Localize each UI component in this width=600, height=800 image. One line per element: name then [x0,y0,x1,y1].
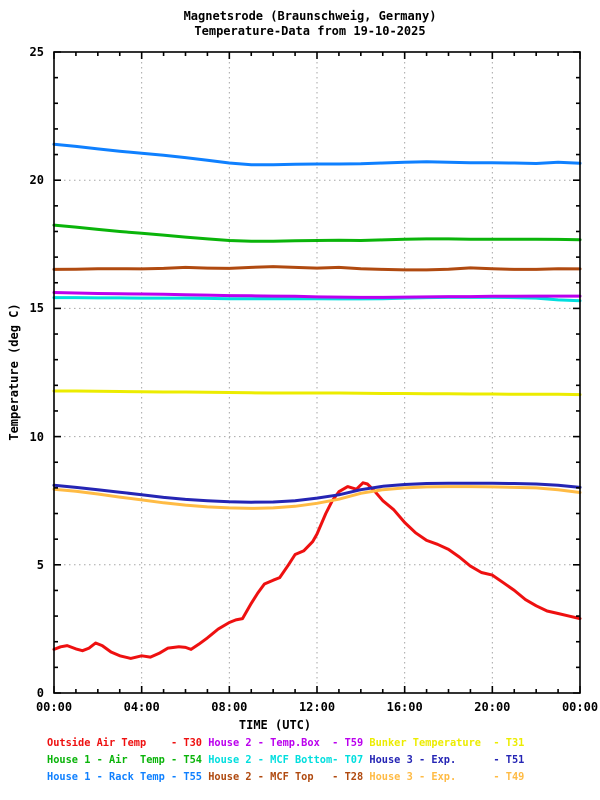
legend-row: House 1 - Rack Temp - T55 House 2 - MCF … [47,769,524,786]
chart-title: Magnetsrode (Braunschweig, Germany) [183,9,437,23]
y-tick-label: 15 [29,301,44,316]
x-tick-label: 08:00 [211,700,248,714]
x-tick-label: 20:00 [474,700,511,714]
x-tick-label: 12:00 [298,700,336,714]
y-tick-label: 10 [29,429,44,444]
legend-item: House 2 - MCF Bottom- T07 [208,754,364,766]
legend-item: House 1 - Rack Temp - T55 [47,771,202,783]
legend-item: House 1 - Air Temp - T54 [47,754,202,766]
x-tick-label: 16:00 [386,700,423,714]
y-tick-label: 5 [36,557,44,572]
axis-ticks [53,51,581,694]
y-axis-label: Temperature (deg C) [7,303,21,441]
series-lines [52,142,582,660]
legend-row: House 1 - Air Temp - T54 House 2 - MCF B… [47,752,524,769]
chart-subtitle: Temperature-Data from 19-10-2025 [194,24,426,38]
x-tick-label: 04:00 [123,700,160,714]
legend-item: House 2 - Temp.Box - T59 [208,737,364,749]
y-tick-label: 20 [29,173,44,188]
x-axis-label: TIME (UTC) [238,718,312,732]
y-tick-label: 0 [36,686,44,700]
legend-item: House 3 - Exp. - T51 [369,754,525,766]
y-tick-label: 25 [29,45,44,59]
legend-item: House 3 - Exp. - T49 [369,771,525,783]
x-tick-label: 00:00 [35,700,73,714]
gridlines [54,52,580,693]
legend-item: Outside Air Temp - T30 [47,737,202,749]
x-tick-label: 00:00 [561,700,599,714]
legend-item: House 2 - MCF Top - T28 [208,771,364,783]
legend-row: Outside Air Temp - T30 House 2 - Temp.Bo… [47,735,524,752]
legend-item: Bunker Temperature - T31 [369,737,525,749]
